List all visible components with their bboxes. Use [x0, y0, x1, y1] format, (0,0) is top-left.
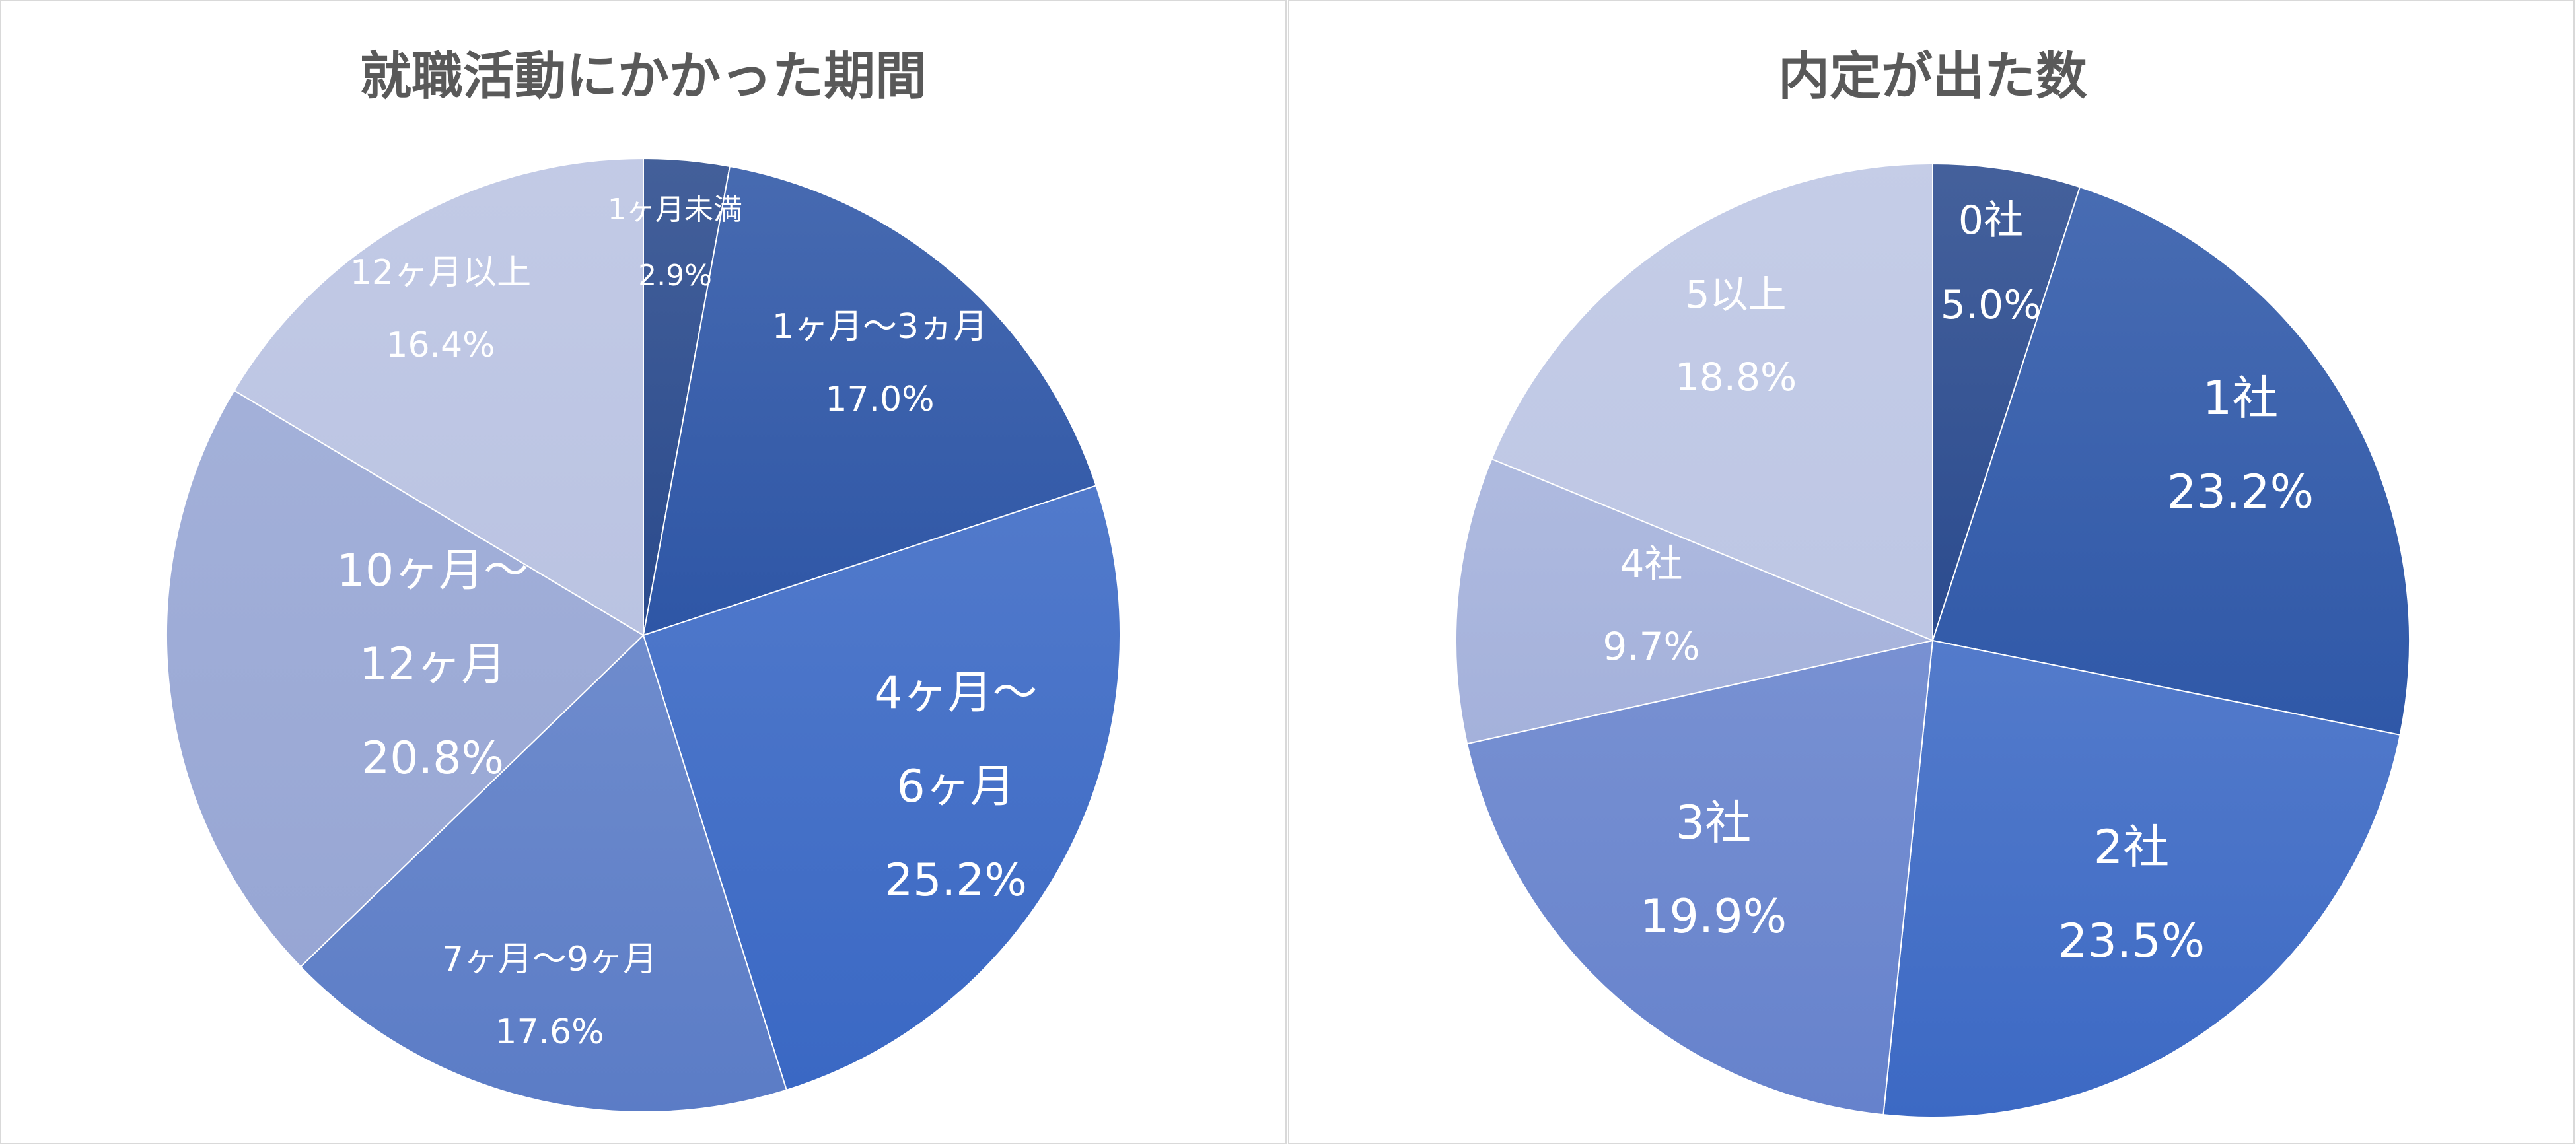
pie-slice-offers-4 — [1455, 458, 1935, 745]
chart-title: 就職活動にかかった期間 — [360, 47, 927, 106]
pie-slice-offers-3 — [1466, 639, 1934, 1116]
slice-label-offers-1-1: 23.2% — [2167, 465, 2314, 519]
slice-label-duration-5-1: 16.4% — [386, 326, 495, 365]
slice-label-duration-4-0: 10ヶ月～ — [337, 545, 529, 597]
pie-slice-offers-1 — [1931, 186, 2410, 736]
slice-label-duration-5-0: 12ヶ月以上 — [350, 253, 531, 293]
slice-label-offers-2-0: 2社 — [2094, 820, 2170, 874]
chart-title: 内定が出た数 — [1778, 47, 2087, 106]
slice-label-duration-0-1: 2.9% — [638, 259, 712, 293]
pie-slice-duration-2 — [642, 485, 1121, 1091]
slice-label-duration-2-1: 6ヶ月 — [896, 761, 1015, 813]
pie-slice-offers-5 — [1491, 162, 1933, 642]
slice-label-duration-0-0: 1ヶ月未満 — [608, 193, 742, 226]
slice-label-duration-4-2: 20.8% — [361, 732, 504, 784]
pie-slice-duration-4 — [166, 389, 645, 968]
slice-label-duration-4-1: 12ヶ月 — [359, 639, 507, 691]
slice-label-duration-2-0: 4ヶ月～ — [874, 667, 1037, 719]
pie-chart-offers: 内定が出た数 0社 5.0% 1社 23.2% 2社 23.5% 3社 19.9% 4社 9.7% 5… — [1455, 47, 2410, 1118]
chart-panel-duration: 就職活動にかかった期間 1ヶ月未満 2.9% 1ヶ月～3ヵ月 17.0% 4ヶ月～ 6ヶ月 2… — [0, 0, 1287, 1144]
slice-label-offers-0-1: 5.0% — [1941, 282, 2041, 328]
pie-chart-duration: 就職活動にかかった期間 1ヶ月未満 2.9% 1ヶ月～3ヵ月 17.0% 4ヶ月～ 6ヶ月 2… — [166, 47, 1121, 1113]
slice-label-offers-4-1: 9.7% — [1602, 624, 1699, 669]
slice-label-offers-2-1: 23.5% — [2058, 914, 2205, 968]
pie-slice-offers-2 — [1882, 639, 2401, 1118]
slice-label-duration-2-2: 25.2% — [884, 854, 1027, 907]
slice-label-offers-5-0: 5以上 — [1686, 272, 1787, 317]
slice-label-duration-1-0: 1ヶ月～3ヵ月 — [772, 307, 987, 347]
slice-label-offers-5-1: 18.8% — [1675, 355, 1797, 400]
pie-slice-offers-0 — [1932, 162, 2081, 641]
slice-label-offers-3-1: 19.9% — [1640, 889, 1787, 944]
slice-label-offers-0-0: 0社 — [1958, 197, 2023, 244]
slice-label-offers-3-0: 3社 — [1676, 796, 1752, 850]
slice-label-offers-1-0: 1社 — [2203, 371, 2279, 425]
slice-label-duration-1-1: 17.0% — [825, 380, 934, 419]
chart-panel-offers: 内定が出た数 0社 5.0% 1社 23.2% 2社 23.5% 3社 19.9% 4社 9.7% 5… — [1288, 0, 2575, 1144]
pie-slice-duration-1 — [642, 165, 1097, 637]
slice-label-offers-4-0: 4社 — [1620, 541, 1683, 586]
slice-label-duration-3-1: 17.6% — [495, 1012, 604, 1052]
pie-slice-duration-5 — [233, 157, 644, 637]
pie-slice-duration-3 — [299, 634, 788, 1113]
slice-label-duration-3-0: 7ヶ月～9ヶ月 — [442, 940, 657, 979]
